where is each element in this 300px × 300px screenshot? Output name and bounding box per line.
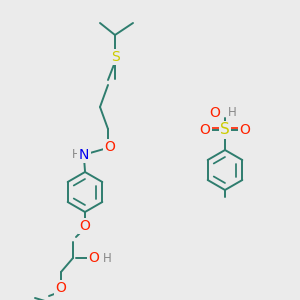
Text: H: H [228, 106, 237, 118]
Text: O: O [209, 106, 220, 120]
Text: O: O [200, 123, 210, 137]
Text: H: H [103, 251, 112, 265]
Text: S: S [111, 50, 119, 64]
Text: O: O [105, 140, 116, 154]
Text: O: O [56, 281, 66, 295]
Text: S: S [220, 122, 230, 137]
Text: O: O [240, 123, 250, 137]
Text: O: O [80, 219, 90, 233]
Text: N: N [79, 148, 89, 162]
Text: O: O [88, 251, 99, 265]
Text: H: H [72, 148, 80, 161]
